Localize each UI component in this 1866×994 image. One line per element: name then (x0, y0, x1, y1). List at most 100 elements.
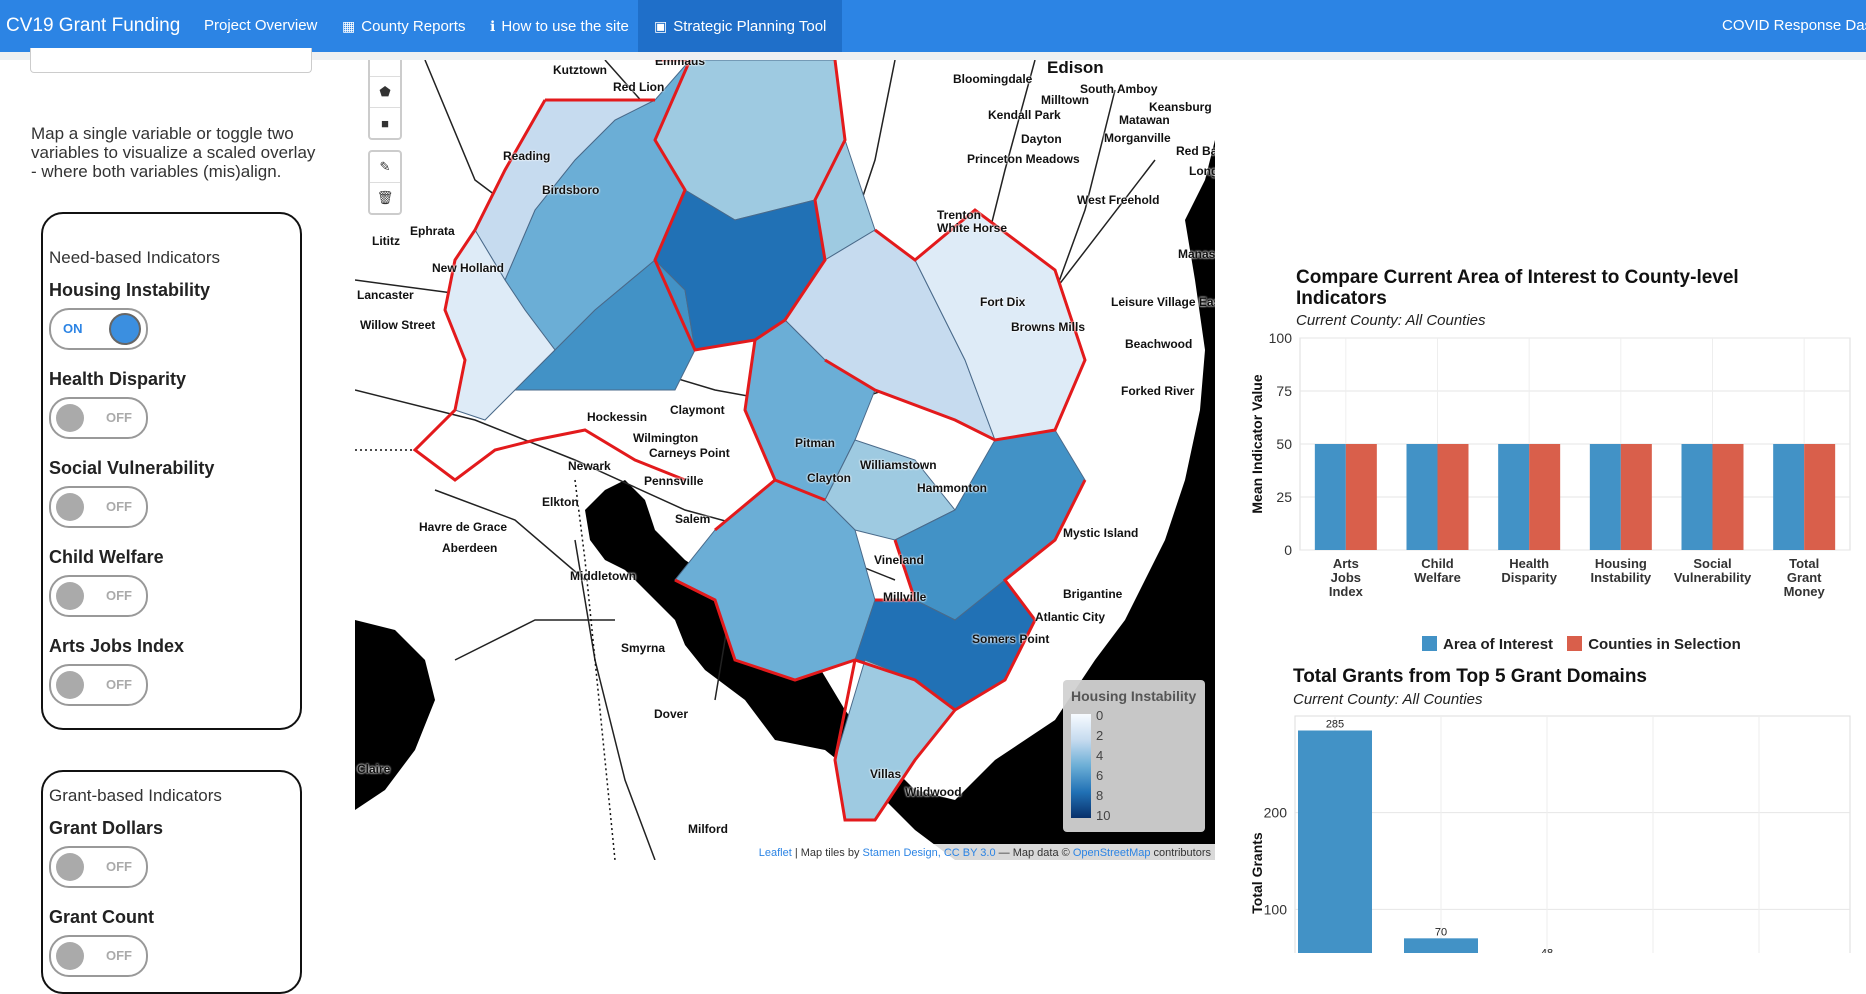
y-tick-label: 0 (1284, 542, 1292, 558)
map-label: Villas (870, 767, 902, 781)
brand-title[interactable]: CV19 Grant Funding (6, 15, 181, 36)
map-label: Lancaster (357, 288, 414, 302)
map-label: Pitman (795, 436, 836, 450)
toggle-state: OFF (106, 410, 132, 425)
chart2-svg: 100200285704839Total Grants (1249, 715, 1851, 953)
x-tick-label: Social (1693, 556, 1731, 571)
grant-dollars-label: Grant Dollars (49, 818, 164, 838)
legend-tick: 6 (1096, 768, 1104, 783)
edit-icon[interactable]: ✎ (370, 152, 400, 183)
nav-project-overview[interactable]: Project Overview (192, 0, 329, 52)
y-tick-label: 100 (1264, 901, 1288, 917)
x-tick-label: Index (1329, 584, 1364, 599)
legend-color-ramp (1071, 714, 1091, 818)
x-tick-label: Arts (1333, 556, 1359, 571)
legend-tick: 0 (1096, 708, 1104, 723)
map-label: Bloomingdale (953, 72, 1033, 86)
map-label: Leisure Village East (1111, 295, 1215, 309)
map-label: White Horse (937, 221, 1008, 235)
map-label: Atlantic City (1035, 610, 1106, 624)
child-welfare-toggle[interactable]: OFF (49, 575, 148, 617)
x-tick-label: Health (1509, 556, 1549, 571)
map-label: South Amboy (1080, 82, 1158, 96)
data-label: 285 (1326, 719, 1344, 731)
toggle-state: OFF (106, 859, 132, 874)
legend-tick: 2 (1096, 728, 1104, 743)
social-vulnerability-toggle[interactable]: OFF (49, 486, 148, 528)
map-label: Millville (883, 590, 927, 604)
health-disparity-toggle[interactable]: OFF (49, 397, 148, 439)
map-label: Matawan (1119, 113, 1170, 127)
data-label: 70 (1435, 926, 1447, 938)
y-axis-label: Mean Indicator Value (1249, 374, 1265, 513)
y-tick-label: 100 (1269, 330, 1293, 346)
grant-bar (1404, 938, 1478, 953)
map-icon: ▦ (342, 18, 356, 34)
map-label: Keansburg (1149, 100, 1212, 114)
toggle-knob (56, 493, 84, 521)
trash-icon[interactable]: 🗑 (376, 190, 394, 205)
bar-area (1498, 444, 1530, 550)
x-tick-label: Money (1784, 584, 1826, 599)
nav-how-to-use[interactable]: ℹ How to use the site (478, 0, 641, 52)
map-label: Ephrata (410, 224, 455, 238)
map-label: Middletown (570, 569, 636, 583)
x-tick-label: Vulnerability (1674, 570, 1752, 585)
map-label: Newark (568, 459, 611, 473)
plot-panel (1294, 715, 1851, 953)
choropleth-map[interactable]: Kutztown Red Lion Emmaus Edison Blooming… (355, 60, 1215, 860)
legend-tick: 4 (1096, 748, 1104, 763)
map-label: Kendall Park (988, 108, 1061, 122)
map-label: Aberdeen (442, 541, 498, 555)
map-label: Clayton (807, 471, 852, 485)
grant-dollars-toggle[interactable]: OFF (49, 846, 148, 888)
map-label: Browns Mills (1011, 320, 1086, 334)
map-label: Kutztown (553, 63, 607, 77)
map-label: Havre de Grace (419, 520, 508, 534)
draw-toolbar-top (370, 60, 400, 77)
map-label: Somers Point (972, 632, 1050, 646)
legend-swatch-area (1422, 636, 1437, 651)
dashboard-title: COVID Response Dashb (1722, 17, 1866, 34)
map-label: Mystic Island (1063, 526, 1139, 540)
nav-county-reports[interactable]: ▦ County Reports (330, 0, 477, 52)
rectangle-tool-icon[interactable]: ■ (381, 115, 389, 131)
top-navbar: CV19 Grant Funding Project Overview ▦ Cou… (0, 0, 1866, 52)
county-select[interactable] (30, 48, 312, 73)
map-label: Red Bank (1176, 144, 1215, 158)
bar-area (1589, 444, 1621, 550)
toggle-knob (56, 853, 84, 881)
toggle-state: OFF (106, 948, 132, 963)
grant-count-toggle[interactable]: OFF (49, 935, 148, 977)
osm-link[interactable]: OpenStreetMap (1072, 847, 1151, 859)
map-label: Elkton (542, 495, 579, 509)
nav-strategic-planning-tool[interactable]: ▣ Strategic Planning Tool (638, 0, 843, 52)
leaflet-link[interactable]: Leaflet (758, 847, 792, 859)
map-label: Morganville (1104, 131, 1171, 145)
need-indicators-panel: Need-based Indicators Housing Instabilit… (41, 212, 302, 730)
stamen-link[interactable]: Stamen Design, CC BY 3.0 (862, 847, 996, 859)
county-borders (412, 60, 1087, 822)
toggle-knob (56, 582, 84, 610)
y-axis-label: Total Grants (1249, 832, 1265, 914)
toggle-knob (56, 942, 84, 970)
toggle-knob (109, 313, 141, 345)
legend-tick: 10 (1096, 808, 1111, 823)
nav-label: Project Overview (204, 17, 318, 34)
map-label: Dover (654, 707, 689, 721)
nav-label: Strategic Planning Tool (673, 18, 827, 35)
bar-counties (1345, 444, 1377, 550)
toggle-knob (56, 671, 84, 699)
attribution-text: | Map tiles by (791, 847, 863, 859)
polygon-tool-icon[interactable]: ⬟ (370, 77, 400, 108)
bar-area (1681, 444, 1713, 550)
social-vulnerability-label: Social Vulnerability (49, 458, 215, 478)
map-legend: Housing Instability 0 2 4 6 8 10 (1063, 680, 1205, 832)
state-boundary (355, 449, 616, 860)
housing-instability-toggle[interactable]: ON (49, 308, 148, 350)
bar-counties (1712, 444, 1744, 550)
chart1-legend: Area of Interest Counties in Selection (1422, 636, 1741, 653)
grant-bar (1298, 730, 1372, 953)
arts-jobs-index-toggle[interactable]: OFF (49, 664, 148, 706)
